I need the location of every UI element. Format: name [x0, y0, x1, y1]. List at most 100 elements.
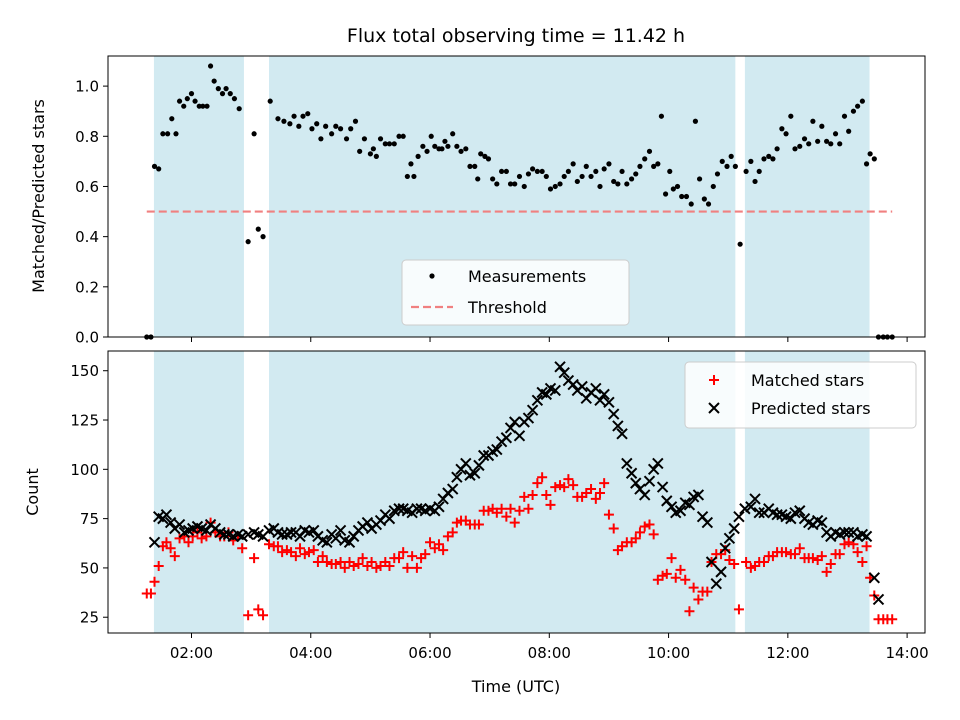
measurement-point-160 [850, 108, 857, 114]
measurement-point-20 [223, 86, 229, 92]
legend-predicted-marker [708, 402, 720, 414]
matched-star-point-102 [599, 478, 610, 489]
measurement-point-156 [832, 131, 839, 137]
predicted-star-point-16 [218, 528, 230, 541]
predicted-star-point-101 [603, 396, 615, 408]
predicted-star-point-98 [590, 382, 602, 395]
measurement-point-115 [651, 163, 657, 169]
matched-star-point-63 [425, 537, 436, 548]
measurement-point-6 [169, 116, 175, 122]
matched-star-point-131 [729, 558, 740, 569]
measurement-point-54 [391, 141, 397, 147]
predicted-star-point-121 [692, 489, 705, 501]
measurement-point-150 [806, 141, 812, 147]
xtick-label-1: 04:00 [289, 644, 332, 662]
measurement-point-93 [552, 183, 558, 190]
matched-star-point-112 [644, 519, 655, 530]
measurement-point-24 [245, 239, 251, 245]
matched-star-point-166 [887, 614, 898, 625]
measurement-point-81 [498, 168, 505, 175]
measurement-point-102 [593, 168, 599, 175]
measurement-point-86 [521, 183, 527, 190]
matched-star-point-56 [394, 553, 405, 564]
measurement-point-152 [815, 138, 821, 144]
predicted-star-point-160 [872, 593, 885, 606]
measurement-point-47 [361, 136, 368, 142]
predicted-star-point-107 [630, 477, 642, 489]
matched-star-point-113 [648, 529, 659, 540]
matched-star-point-6 [165, 543, 176, 554]
measurement-point-124 [688, 201, 694, 207]
measurement-point-138 [752, 178, 758, 185]
bottom-ytick-label-1: 50 [80, 559, 99, 577]
predicted-star-point-100 [598, 388, 610, 401]
matched-star-point-159 [857, 557, 868, 568]
predicted-star-point-78 [500, 432, 513, 444]
matched-star-point-99 [586, 484, 597, 495]
predicted-star-point-134 [753, 506, 765, 519]
measurement-point-129 [710, 183, 716, 190]
predicted-star-point-63 [433, 501, 445, 513]
measurement-point-32 [291, 113, 297, 119]
top-legend-box [401, 259, 630, 326]
matched-star-point-94 [563, 474, 574, 485]
matched-star-point-58 [402, 562, 413, 573]
predicted-star-point-112 [652, 457, 664, 470]
measurement-point-148 [797, 143, 803, 149]
measurement-point-99 [579, 173, 585, 180]
matched-star-point-23 [243, 610, 254, 621]
legend-matched-marker [709, 375, 719, 385]
matched-star-point-66 [438, 545, 449, 556]
bottom-ytick-label-2: 75 [80, 510, 99, 528]
predicted-star-point-109 [639, 489, 651, 501]
measurement-point-164 [867, 151, 873, 157]
xtick-label-6: 14:00 [885, 644, 928, 662]
matched-star-point-91 [550, 482, 561, 493]
matched-star-point-1 [145, 588, 156, 599]
measurement-point-62 [424, 148, 430, 154]
measurement-point-135 [737, 241, 743, 247]
predicted-star-point-99 [594, 394, 606, 407]
measurement-point-74 [472, 163, 478, 169]
legend-measurements-label: Measurements [468, 267, 586, 286]
predicted-star-point-40 [330, 532, 342, 545]
predicted-star-point-133 [749, 493, 761, 505]
measurement-point-56 [400, 133, 406, 139]
predicted-star-point-148 [816, 516, 828, 529]
measurement-point-52 [382, 141, 388, 147]
matched-star-point-2 [149, 576, 160, 587]
measurement-point-82 [503, 168, 509, 175]
predicted-star-point-76 [491, 443, 503, 456]
matched-star-point-93 [559, 482, 570, 493]
measurement-point-29 [275, 116, 281, 122]
measurement-point-134 [732, 163, 738, 169]
bottom-ytick-label-3: 100 [70, 461, 99, 479]
predicted-star-point-72 [473, 459, 485, 472]
measurement-point-72 [463, 146, 469, 152]
top-ytick-label-5: 1.0 [75, 78, 99, 96]
predicted-star-point-103 [612, 420, 624, 432]
predicted-star-point-93 [567, 378, 579, 391]
measurement-point-70 [454, 143, 460, 149]
predicted-star-point-105 [621, 457, 633, 470]
measurement-point-91 [543, 173, 549, 180]
matched-star-point-54 [384, 560, 395, 571]
measurement-point-46 [357, 148, 363, 154]
predicted-star-point-81 [513, 430, 526, 442]
predicted-star-point-6 [173, 518, 186, 531]
matched-star-point-151 [821, 566, 832, 577]
measurement-point-44 [348, 126, 354, 132]
matched-star-point-50 [366, 557, 377, 568]
measurement-point-11 [188, 91, 195, 97]
predicted-star-point-154 [842, 526, 855, 539]
xtick-label-3: 08:00 [528, 644, 571, 662]
measurement-point-132 [724, 163, 730, 169]
measurement-point-75 [475, 176, 481, 182]
measurement-point-108 [619, 168, 625, 175]
measurement-point-71 [458, 148, 464, 154]
measurement-point-151 [810, 118, 816, 124]
predicted-star-point-83 [522, 412, 535, 424]
bottom-panel-ylabel: Count [23, 468, 42, 516]
matched-star-point-100 [590, 493, 601, 504]
matched-star-point-27 [264, 539, 275, 550]
